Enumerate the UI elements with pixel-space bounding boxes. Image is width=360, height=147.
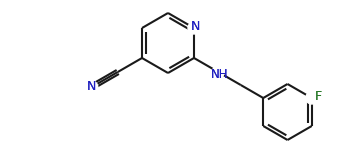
Circle shape (86, 81, 98, 93)
Text: N: N (87, 81, 96, 93)
Text: N: N (87, 81, 96, 93)
Text: N: N (190, 20, 200, 34)
Text: NH: NH (211, 67, 228, 81)
Circle shape (306, 92, 318, 104)
Text: F: F (315, 90, 322, 102)
Text: N: N (190, 20, 200, 34)
Circle shape (188, 22, 200, 34)
Circle shape (212, 66, 224, 78)
Text: F: F (315, 90, 322, 102)
Text: NH: NH (211, 67, 228, 81)
